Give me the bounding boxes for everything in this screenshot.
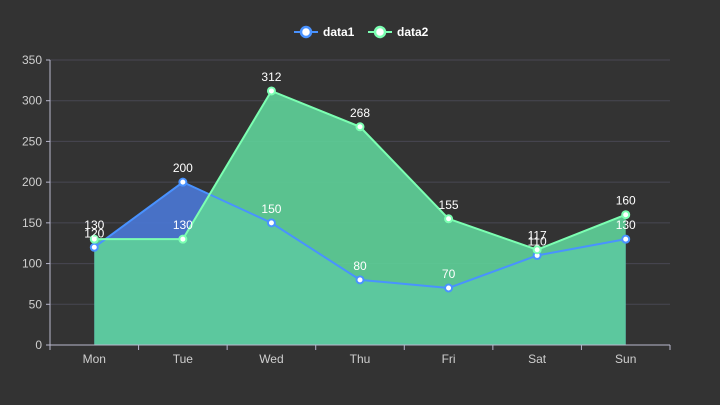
data-point-data1[interactable] [178,177,188,187]
data-point-data1[interactable] [355,275,365,285]
x-tick-label: Thu [350,352,371,366]
data-label-data2: 130 [173,218,193,232]
data-point-data1[interactable] [444,283,454,293]
data-label-data2: 160 [616,194,636,208]
x-tick-label: Mon [83,352,106,366]
data-label-data1: 70 [442,267,456,281]
legend-label: data1 [323,25,355,39]
series-area-data2 [94,90,626,345]
data-point-data2[interactable] [178,234,188,244]
legend[interactable]: data1 data2 [294,25,429,39]
data-point-data2[interactable] [444,214,454,224]
data-point-data1[interactable] [266,218,276,228]
data-label-data1: 120 [84,226,104,240]
data-point-data1[interactable] [89,242,99,252]
x-tick-label: Fri [442,352,456,366]
legend-label: data2 [397,25,429,39]
data-label-data1: 150 [261,202,281,216]
x-tick-label: Sun [615,352,636,366]
data-point-data2[interactable] [266,86,276,96]
data-point-data2[interactable] [532,245,542,255]
data-point-data2[interactable] [89,234,99,244]
series-areas [94,90,626,345]
y-tick-label: 250 [22,134,42,148]
x-tick-label: Wed [259,352,283,366]
y-tick-label: 0 [35,338,42,352]
legend-marker-icon [299,25,313,39]
y-tick-label: 350 [22,53,42,67]
data-labels: 120 200 150 80 70 110 130 130 130 312 268 155 117 160 [84,70,636,281]
data-label-data2: 130 [84,218,104,232]
data-label-data2: 155 [439,198,459,212]
legend-marker-icon [373,25,387,39]
data-label-data1: 200 [173,161,193,175]
data-label-data2: 117 [528,229,547,243]
y-tick-label: 100 [22,257,42,271]
data-label-data2: 312 [261,70,281,84]
data-label-data1: 130 [616,218,636,232]
data-point-data1[interactable] [621,234,631,244]
data-point-data2[interactable] [355,122,365,132]
data-label-data1: 80 [353,259,367,273]
data-label-data1: 110 [528,234,547,248]
y-tick-label: 150 [22,216,42,230]
x-tick-label: Tue [173,352,194,366]
y-tick-label: 200 [22,175,42,189]
y-tick-label: 50 [29,297,43,311]
x-tick-label: Sat [528,352,547,366]
legend-item-data1[interactable]: data1 [294,25,355,39]
series-points [89,86,631,293]
data-label-data2: 268 [350,106,370,120]
legend-item-data2[interactable]: data2 [368,25,429,39]
data-point-data2[interactable] [621,210,631,220]
y-tick-label: 300 [22,94,42,108]
axes: 0 50 100 150 200 250 300 350 Mon Tue Wed Thu Fri Sat S… [22,53,671,366]
